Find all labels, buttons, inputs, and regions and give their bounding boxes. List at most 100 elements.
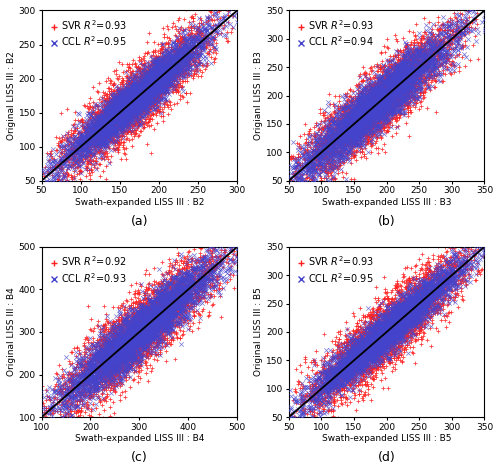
Point [164, 96, 172, 103]
Point [302, 162, 310, 169]
Point [397, 312, 405, 320]
Point [201, 265, 209, 273]
Point [118, 110, 126, 117]
Point [102, 123, 110, 130]
Point [108, 87, 116, 94]
Point [277, 415, 285, 423]
Point [166, 302, 174, 310]
Point [87, 166, 95, 174]
Point [350, 152, 358, 159]
Point [418, 52, 426, 59]
Point [414, 313, 422, 320]
Point [206, 40, 214, 47]
Point [122, 115, 130, 123]
Point [384, 341, 392, 348]
Point [420, 54, 428, 61]
Point [327, 148, 335, 156]
Point [164, 299, 172, 306]
Point [387, 72, 395, 80]
Point [136, 97, 143, 104]
Point [71, 148, 79, 156]
Point [366, 343, 374, 351]
Point [192, 34, 200, 41]
Point [150, 317, 158, 324]
Point [409, 276, 417, 284]
Point [390, 312, 398, 320]
Point [110, 352, 118, 359]
Point [387, 105, 395, 113]
Point [370, 95, 378, 103]
Point [452, 39, 460, 46]
Point [87, 326, 95, 333]
Point [205, 311, 213, 319]
Point [148, 322, 156, 329]
Point [96, 113, 104, 121]
Point [379, 103, 387, 111]
Point [319, 144, 327, 151]
Point [386, 322, 394, 329]
Point [112, 339, 120, 347]
Point [412, 296, 420, 304]
Point [336, 140, 344, 148]
Point [398, 316, 406, 323]
Point [415, 86, 423, 93]
Point [96, 357, 104, 365]
Point [415, 288, 423, 295]
Point [336, 118, 344, 125]
Point [128, 345, 136, 352]
Point [328, 126, 336, 134]
Point [165, 329, 173, 336]
Point [176, 60, 184, 68]
Point [414, 321, 422, 329]
Point [382, 324, 390, 332]
Point [114, 352, 122, 360]
Point [427, 285, 435, 293]
Point [411, 86, 419, 93]
Point [136, 82, 143, 89]
Point [129, 85, 137, 93]
Point [140, 71, 148, 78]
Point [106, 116, 114, 124]
Point [176, 287, 184, 295]
Point [354, 117, 362, 124]
Point [368, 322, 376, 329]
Point [380, 61, 388, 68]
Point [204, 30, 212, 38]
Point [114, 344, 122, 351]
Point [167, 58, 175, 65]
Point [210, 55, 218, 62]
Point [101, 134, 109, 142]
Point [104, 139, 112, 147]
Point [154, 350, 162, 358]
Point [340, 109, 347, 117]
Point [401, 95, 409, 102]
Point [338, 151, 346, 159]
Point [362, 117, 370, 125]
Point [170, 312, 178, 320]
Point [323, 148, 331, 155]
Point [299, 169, 307, 176]
Point [153, 302, 161, 310]
Point [173, 258, 181, 266]
Point [128, 320, 136, 327]
Point [184, 277, 192, 285]
Point [120, 95, 128, 103]
Point [54, 139, 62, 146]
Point [184, 274, 192, 282]
Point [345, 148, 353, 156]
Point [332, 396, 340, 404]
Point [134, 308, 142, 316]
Point [334, 130, 342, 138]
Point [378, 82, 386, 90]
Point [115, 344, 123, 352]
Point [386, 323, 394, 331]
Point [92, 353, 100, 361]
Point [140, 108, 148, 115]
Point [26, 208, 34, 216]
Point [100, 124, 108, 132]
Point [344, 358, 352, 366]
Point [323, 129, 331, 136]
Point [322, 162, 330, 169]
Point [411, 53, 419, 60]
Point [380, 330, 388, 338]
